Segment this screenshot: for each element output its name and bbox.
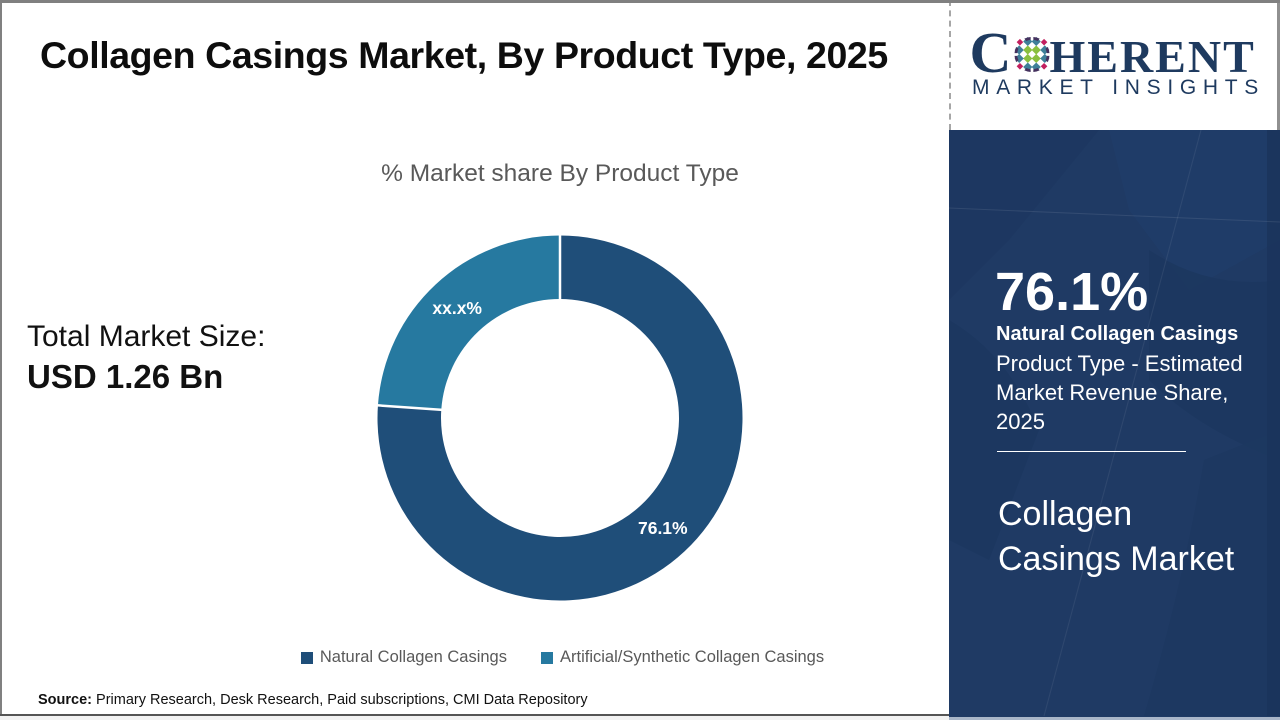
svg-text:xx.x%: xx.x% — [432, 298, 482, 318]
svg-text:76.1%: 76.1% — [638, 518, 688, 538]
svg-text:HERENT: HERENT — [1050, 31, 1256, 82]
svg-text:C: C — [970, 20, 1012, 85]
